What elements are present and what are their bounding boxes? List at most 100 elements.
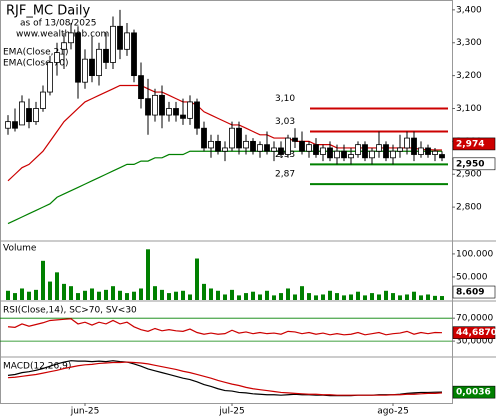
candle-body (411, 137, 417, 155)
volume-bar (391, 293, 395, 300)
volume-bar (405, 294, 409, 300)
candle-body (166, 108, 172, 116)
volume-bar (83, 290, 87, 300)
volume-last-label-box (452, 285, 496, 299)
level-label: 2,87 (275, 170, 295, 180)
candle-body (19, 101, 25, 126)
indicator-last-label-box (452, 385, 496, 399)
volume-bar (188, 294, 192, 300)
candle-body (152, 94, 158, 116)
candle-body (40, 91, 46, 109)
candle-body (299, 140, 305, 152)
volume-bar (174, 291, 178, 300)
volume-bar (48, 281, 52, 300)
volume-bar (363, 295, 367, 300)
candle-body (75, 32, 81, 83)
candle-body (110, 25, 116, 63)
panel-title: MACD(12,26,9) (3, 362, 71, 372)
candle-body (362, 144, 368, 159)
candle-body (215, 140, 221, 152)
candle-body (292, 137, 298, 142)
candle-body (187, 101, 193, 119)
candle-body (243, 140, 249, 149)
volume-bar (181, 290, 185, 300)
panel-title: Volume (3, 244, 37, 254)
volume-bar (118, 290, 122, 300)
candle-body (89, 58, 95, 77)
candle-body (145, 98, 151, 116)
volume-bar (412, 291, 416, 300)
candle-body (306, 144, 312, 152)
volume-bar (258, 294, 262, 300)
volume-bar (426, 294, 430, 300)
panel-title: RSI(Close,14), SC>70, SV<30 (3, 306, 137, 316)
y-tick-label: 2,800 (456, 203, 482, 213)
y-tick-label: 2,900 (456, 170, 482, 180)
volume-bar (349, 294, 353, 300)
volume-bar (160, 289, 164, 300)
candle-body (138, 75, 144, 100)
candle-body (278, 147, 284, 155)
volume-bar (223, 294, 227, 300)
volume-bar (41, 260, 45, 300)
volume-bar (216, 290, 220, 300)
volume-bar (314, 295, 318, 300)
volume-bar (342, 295, 346, 300)
chart-subtitle: as of 13/08/2025 (20, 19, 96, 29)
close-last-label-box (452, 157, 496, 171)
candle-body (250, 140, 256, 152)
candle-body (173, 108, 179, 116)
candle-body (327, 147, 333, 159)
volume-bar (433, 295, 437, 300)
volume-bar (55, 272, 59, 300)
candle-body (264, 144, 270, 152)
volume-bar (125, 293, 129, 300)
x-tick-label: jun-25 (70, 407, 100, 417)
candle-body (369, 150, 375, 159)
volume-bar (76, 293, 80, 300)
candle-body (54, 52, 60, 63)
candle-body (404, 137, 410, 149)
y-tick-label: 30,0000 (456, 337, 493, 347)
level-label: 2,93 (275, 150, 295, 160)
candle-body (124, 32, 130, 50)
volume-bar (335, 293, 339, 300)
candle-body (117, 25, 123, 50)
volume-bar (251, 291, 255, 300)
candle-body (26, 108, 32, 123)
candle-body (201, 127, 207, 149)
volume-bar (419, 295, 423, 300)
candle-body (82, 58, 88, 83)
volume-bar (440, 296, 444, 300)
legend-entry: EMA(Close,21) (3, 48, 68, 58)
candle-body (159, 94, 165, 116)
candle-body (229, 127, 235, 149)
source: www.wealth-lab.com (16, 30, 109, 40)
indicator-last-label-box (452, 326, 496, 339)
volume-bar (265, 290, 269, 300)
volume-bar (62, 283, 66, 300)
indicator-last-label: 0,0036 (456, 388, 491, 398)
volume-bar (90, 288, 94, 300)
candle-body (355, 144, 361, 155)
volume-bar (307, 293, 311, 300)
y-tick-label: 70,0000 (456, 314, 493, 324)
volume-bar (202, 283, 206, 300)
candle-body (439, 154, 445, 159)
y-tick-label: 3,400 (456, 5, 482, 15)
volume-bar (195, 258, 199, 300)
volume-bar (111, 286, 115, 300)
candle-body (12, 121, 18, 129)
candle-body (222, 147, 228, 152)
candle-body (103, 48, 109, 63)
y-tick-label: 100.000 (456, 249, 493, 259)
volume-bar (328, 290, 332, 300)
y-tick-label: 50.000 (456, 272, 488, 282)
ema-last-label: 2,974 (456, 139, 484, 149)
volume-bar (384, 290, 388, 300)
candle-body (341, 150, 347, 159)
volume-bar (272, 295, 276, 300)
legend-entry: EMA(Close,70) (3, 59, 68, 69)
candle-body (33, 108, 39, 123)
